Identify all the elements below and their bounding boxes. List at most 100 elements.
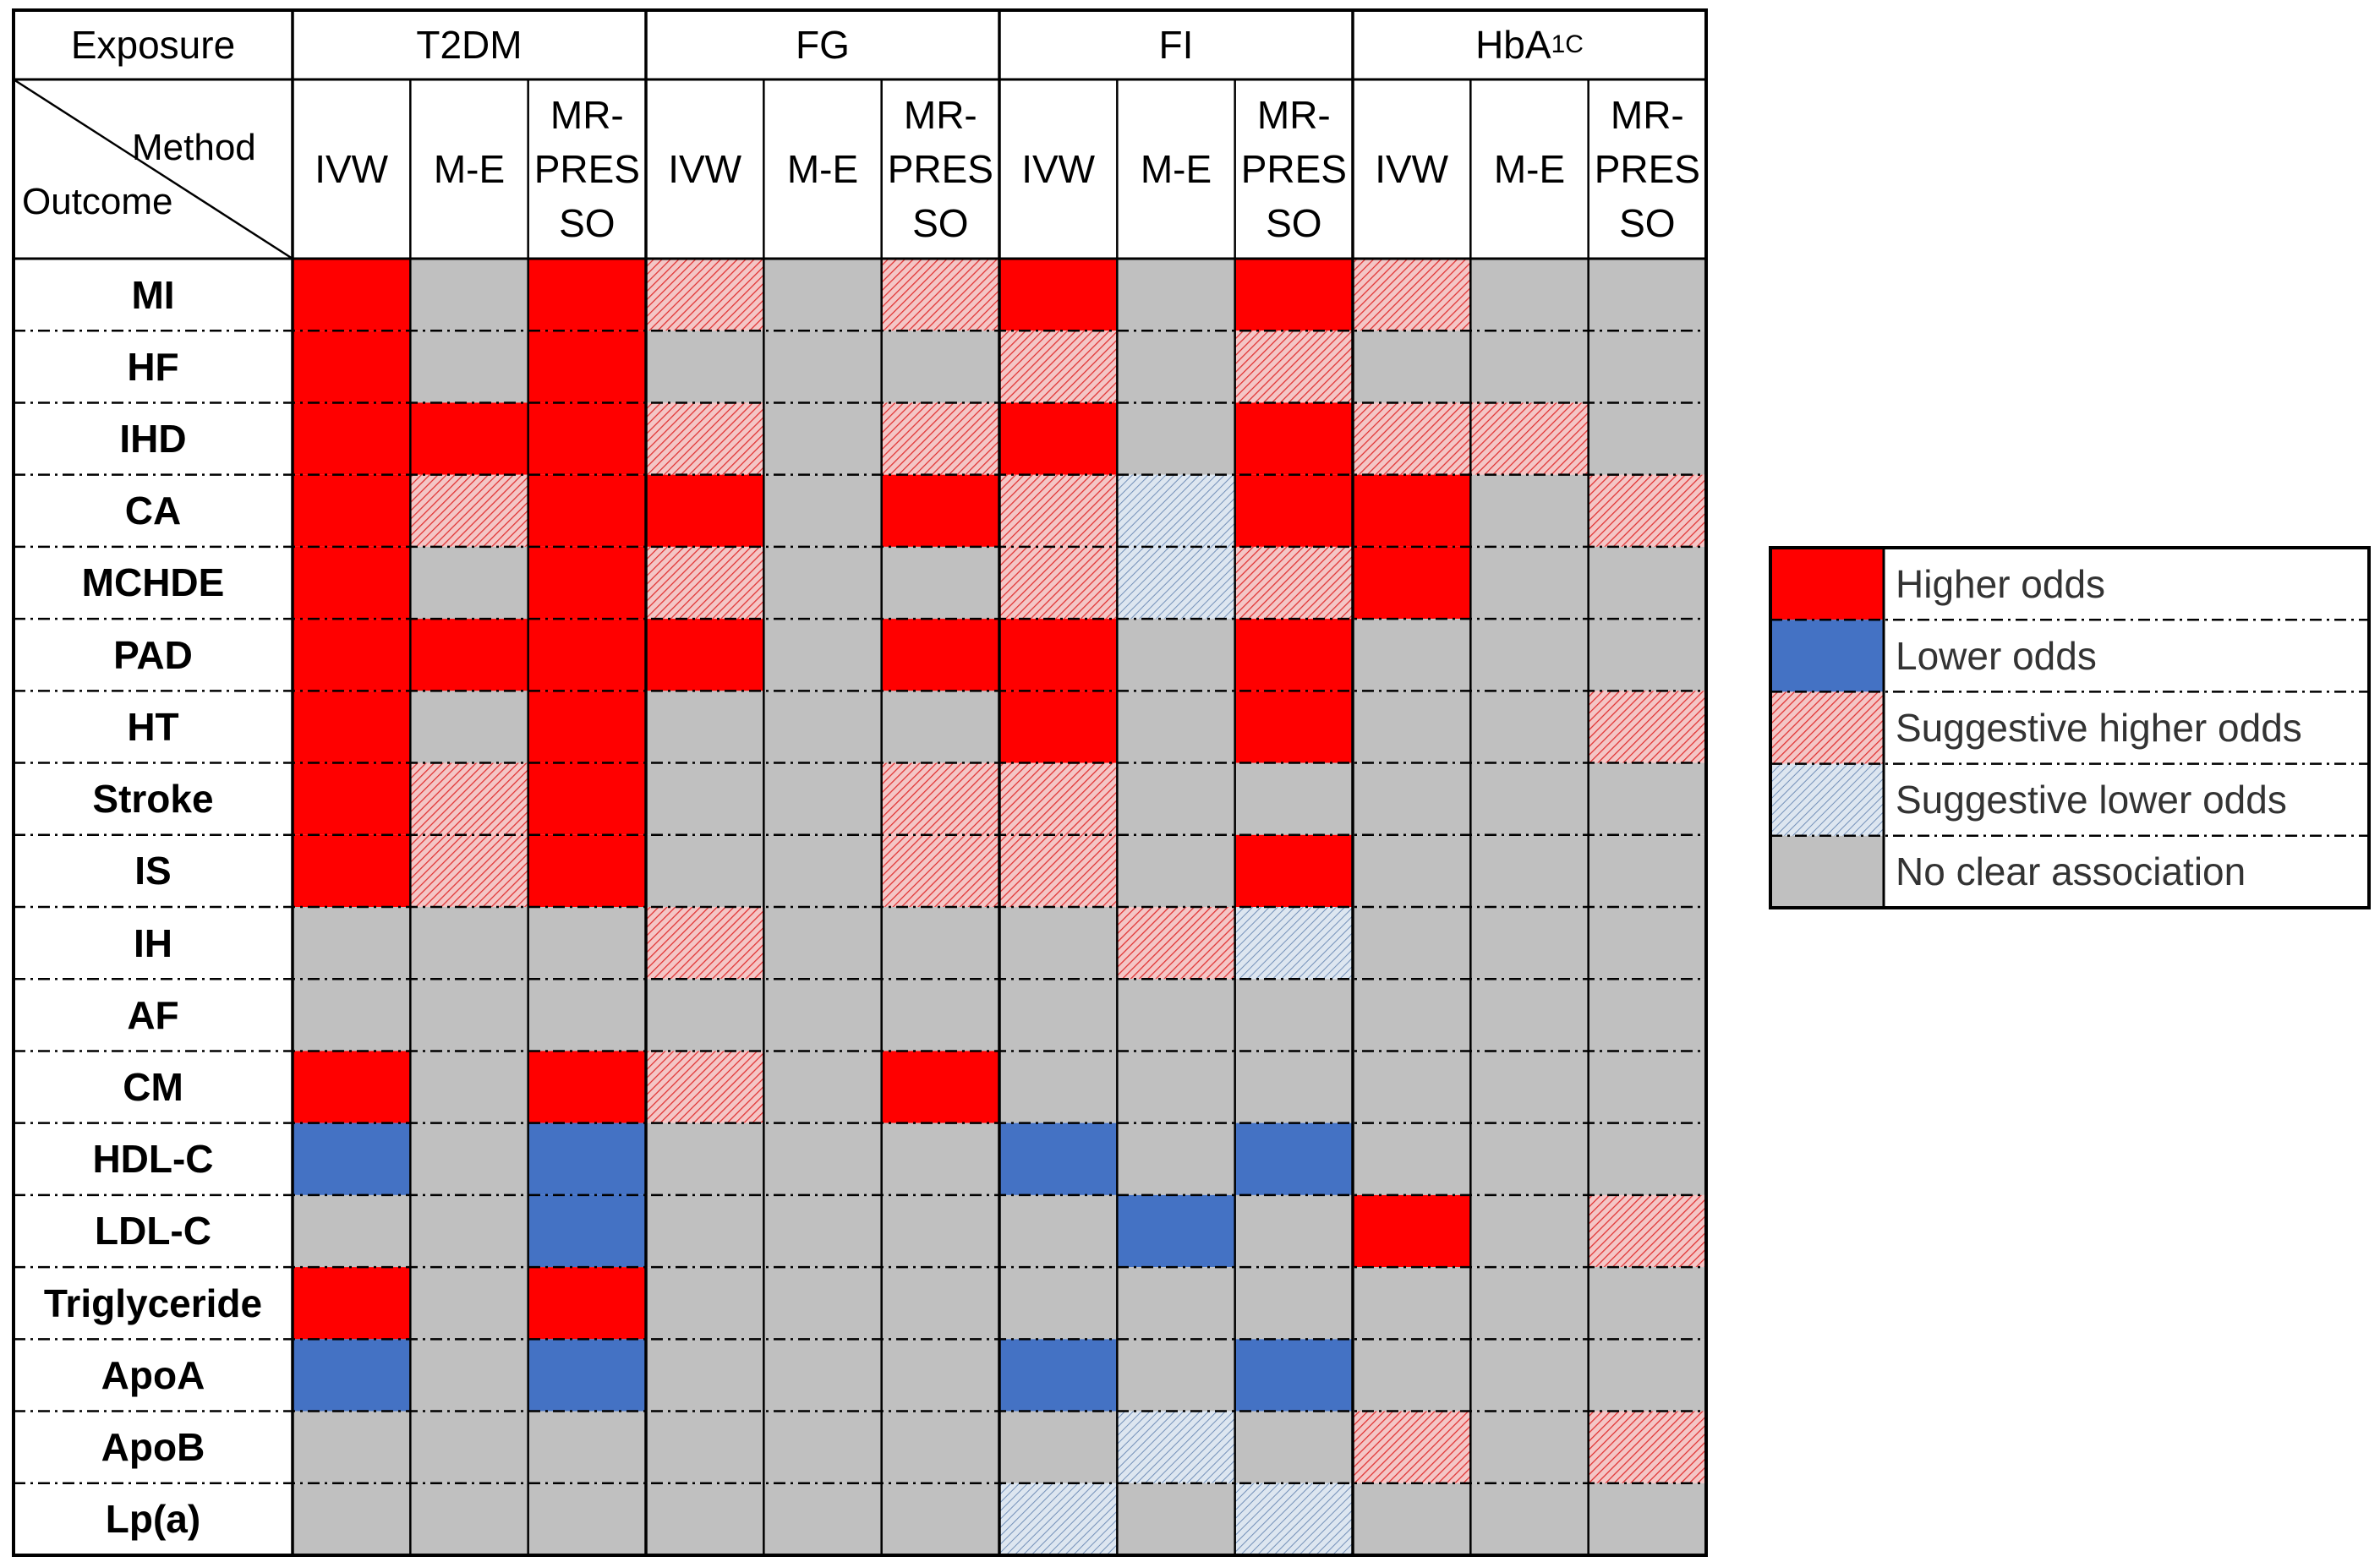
exposure-label-hba1c: HbA 1C xyxy=(1475,23,1584,67)
heatmap-cell-ihd-2 xyxy=(528,402,646,475)
heatmap-cell-ihd-8 xyxy=(1234,402,1353,475)
heatmap-cell-mchde-11 xyxy=(1588,546,1706,620)
method-header-m-e: M-E xyxy=(1140,147,1212,191)
heatmap-cell-cm-4 xyxy=(763,1051,882,1123)
heatmap-cell-ih-3 xyxy=(646,907,764,980)
heatmap-cell-hf-6 xyxy=(999,330,1118,403)
heatmap-cell-stroke-10 xyxy=(1470,762,1589,835)
heatmap-cell-ht-2 xyxy=(528,691,646,763)
heatmap-cell-ca-7 xyxy=(1117,474,1235,547)
heatmap-cell-ht-0 xyxy=(293,691,411,763)
outcome-label-apob: ApoB xyxy=(101,1425,205,1470)
heatmap-cell-lp-a--8 xyxy=(1234,1483,1353,1555)
heatmap-cell-ih-4 xyxy=(763,907,882,980)
heatmap-cell-apoa-1 xyxy=(410,1339,528,1412)
heatmap-cell-hdl-c-3 xyxy=(646,1122,764,1195)
outcome-label-hdl-c: HDL-C xyxy=(92,1137,214,1182)
heatmap-cell-triglyceride-6 xyxy=(999,1267,1118,1340)
heatmap-cell-apoa-5 xyxy=(881,1339,999,1412)
heatmap-cell-lp-a--1 xyxy=(410,1483,528,1555)
heatmap-cell-stroke-6 xyxy=(999,762,1118,835)
grid-lines xyxy=(12,8,1708,1557)
heatmap-cell-pad-1 xyxy=(410,619,528,691)
heatmap-cell-lp-a--10 xyxy=(1470,1483,1589,1555)
heatmap-cell-lp-a--5 xyxy=(881,1483,999,1555)
heatmap-cell-ca-1 xyxy=(410,474,528,547)
heatmap-cell-apob-4 xyxy=(763,1411,882,1483)
legend-border xyxy=(1769,546,2371,909)
heatmap-cell-ca-11 xyxy=(1588,474,1706,547)
heatmap-cell-stroke-4 xyxy=(763,762,882,835)
outcome-label-pad: PAD xyxy=(113,632,193,677)
heatmap-cell-cm-11 xyxy=(1588,1051,1706,1123)
heatmap-cell-pad-2 xyxy=(528,619,646,691)
heatmap-cell-hdl-c-11 xyxy=(1588,1122,1706,1195)
heatmap-cell-ih-11 xyxy=(1588,907,1706,980)
heatmap-cell-ihd-4 xyxy=(763,402,882,475)
heatmap-cell-ca-5 xyxy=(881,474,999,547)
heatmap-cell-triglyceride-2 xyxy=(528,1267,646,1340)
heatmap-cell-mchde-4 xyxy=(763,546,882,620)
heatmap-cell-af-4 xyxy=(763,979,882,1051)
heatmap-cell-ldl-c-6 xyxy=(999,1194,1118,1268)
heatmap-cell-ca-10 xyxy=(1470,474,1589,547)
heatmap-cell-ih-9 xyxy=(1353,907,1471,980)
heatmap-cell-mchde-1 xyxy=(410,546,528,620)
heatmap-cell-ca-2 xyxy=(528,474,646,547)
heatmap-cell-ihd-5 xyxy=(881,402,999,475)
method-header-line: PRES xyxy=(533,147,640,191)
heatmap-cell-pad-10 xyxy=(1470,619,1589,691)
legend-label-sl: Suggestive lower odds xyxy=(1896,778,2287,822)
heatmap-cell-cm-8 xyxy=(1234,1051,1353,1123)
method-header-ivw: IVW xyxy=(1375,147,1449,191)
method-header-line: PRES xyxy=(1240,147,1347,191)
heatmap-cells xyxy=(293,259,1706,1555)
heatmap-cell-apob-7 xyxy=(1117,1411,1235,1483)
outcome-label-is: IS xyxy=(134,849,172,893)
heatmap-cell-hf-10 xyxy=(1470,330,1589,403)
heatmap-cell-ih-5 xyxy=(881,907,999,980)
legend-swatch-sh xyxy=(1770,691,1884,764)
method-header-line: MR- xyxy=(1256,93,1331,137)
heatmap-cell-ldl-c-1 xyxy=(410,1194,528,1268)
heatmap-cell-af-5 xyxy=(881,979,999,1051)
outcome-label-af: AF xyxy=(127,992,179,1037)
heatmap-cell-stroke-5 xyxy=(881,762,999,835)
heatmap-cell-ihd-6 xyxy=(999,402,1118,475)
heatmap-cell-ih-6 xyxy=(999,907,1118,980)
heatmap-cell-stroke-3 xyxy=(646,762,764,835)
heatmap-cell-apob-0 xyxy=(293,1411,411,1483)
heatmap-cell-mchde-9 xyxy=(1353,546,1471,620)
heatmap-cell-ihd-3 xyxy=(646,402,764,475)
heatmap-cell-apob-5 xyxy=(881,1411,999,1483)
heatmap-cell-hdl-c-1 xyxy=(410,1122,528,1195)
heatmap-cell-ht-8 xyxy=(1234,691,1353,763)
heatmap-cell-hf-3 xyxy=(646,330,764,403)
heatmap-cell-apob-10 xyxy=(1470,1411,1589,1483)
heatmap-cell-stroke-8 xyxy=(1234,762,1353,835)
exposure-label-t2dm: T2DM xyxy=(416,23,523,67)
outcome-label-ldl-c: LDL-C xyxy=(95,1209,211,1253)
heatmap-cell-is-5 xyxy=(881,834,999,907)
heatmap-cell-mchde-8 xyxy=(1234,546,1353,620)
heatmap-cell-triglyceride-11 xyxy=(1588,1267,1706,1340)
heatmap-cell-apoa-6 xyxy=(999,1339,1118,1412)
heatmap-cell-ldl-c-4 xyxy=(763,1194,882,1268)
heatmap-cell-is-3 xyxy=(646,834,764,907)
heatmap-cell-cm-9 xyxy=(1353,1051,1471,1123)
heatmap-cell-af-8 xyxy=(1234,979,1353,1051)
heatmap-cell-mi-7 xyxy=(1117,259,1235,331)
heatmap-cell-mchde-2 xyxy=(528,546,646,620)
method-header-ivw: IVW xyxy=(315,147,389,191)
heatmap-cell-mi-10 xyxy=(1470,259,1589,331)
heatmap-cell-lp-a--7 xyxy=(1117,1483,1235,1555)
heatmap-cell-ldl-c-3 xyxy=(646,1194,764,1268)
exposure-header: Exposure xyxy=(70,23,236,67)
heatmap-cell-mi-5 xyxy=(881,259,999,331)
method-header-mr-presso: MR- PRES SO xyxy=(1589,79,1706,259)
heatmap-cell-hdl-c-0 xyxy=(293,1122,411,1195)
legend-swatch-h xyxy=(1770,548,1884,620)
heatmap-cell-ca-0 xyxy=(293,474,411,547)
heatmap-cell-ht-5 xyxy=(881,691,999,763)
